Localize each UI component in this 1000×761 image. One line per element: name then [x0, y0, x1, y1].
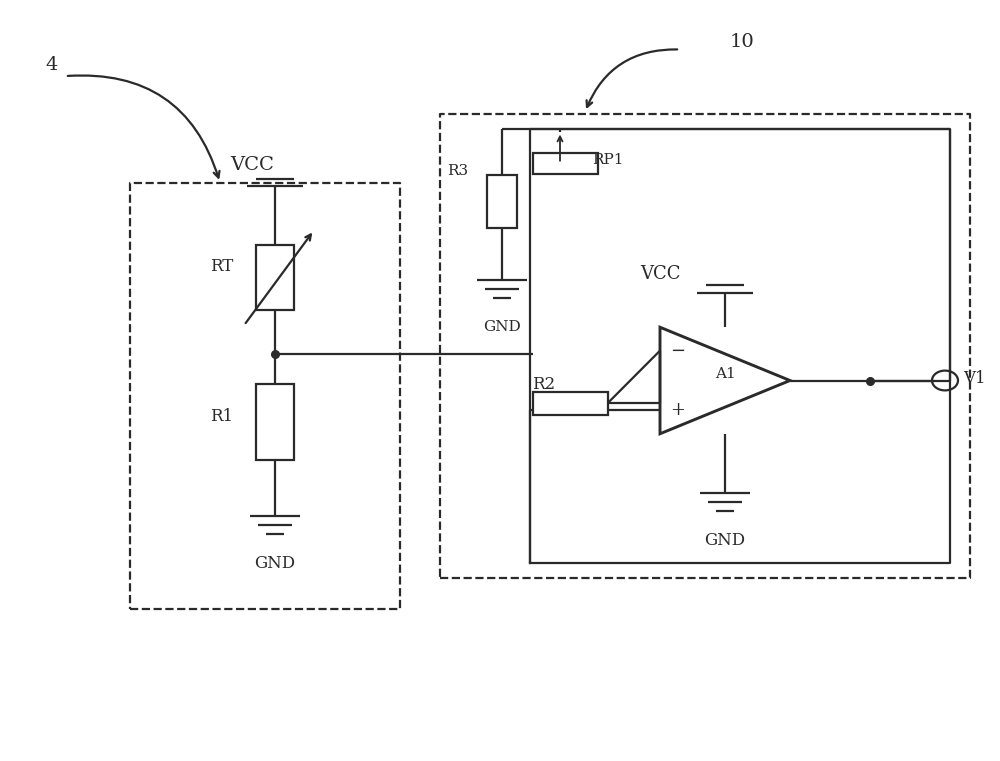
Text: −: −: [670, 342, 686, 360]
Bar: [532, 153, 598, 174]
Bar: [487, 175, 517, 228]
Text: A1: A1: [715, 368, 736, 381]
Text: GND: GND: [704, 532, 746, 549]
Text: VCC: VCC: [230, 156, 274, 174]
Text: +: +: [670, 401, 686, 419]
Text: RT: RT: [210, 258, 233, 275]
Bar: [256, 384, 294, 460]
FancyArrowPatch shape: [587, 49, 677, 107]
Text: V1: V1: [963, 370, 986, 387]
Bar: [256, 245, 294, 310]
Text: 4: 4: [45, 56, 57, 74]
Text: GND: GND: [254, 555, 296, 572]
Text: R3: R3: [447, 164, 468, 178]
FancyArrowPatch shape: [68, 75, 220, 177]
Text: RP1: RP1: [592, 153, 624, 167]
Bar: [532, 392, 608, 415]
Text: R1: R1: [210, 408, 233, 425]
Text: VCC: VCC: [640, 265, 680, 283]
Text: 10: 10: [730, 33, 755, 51]
Text: GND: GND: [483, 320, 521, 334]
Text: R2: R2: [532, 376, 556, 393]
